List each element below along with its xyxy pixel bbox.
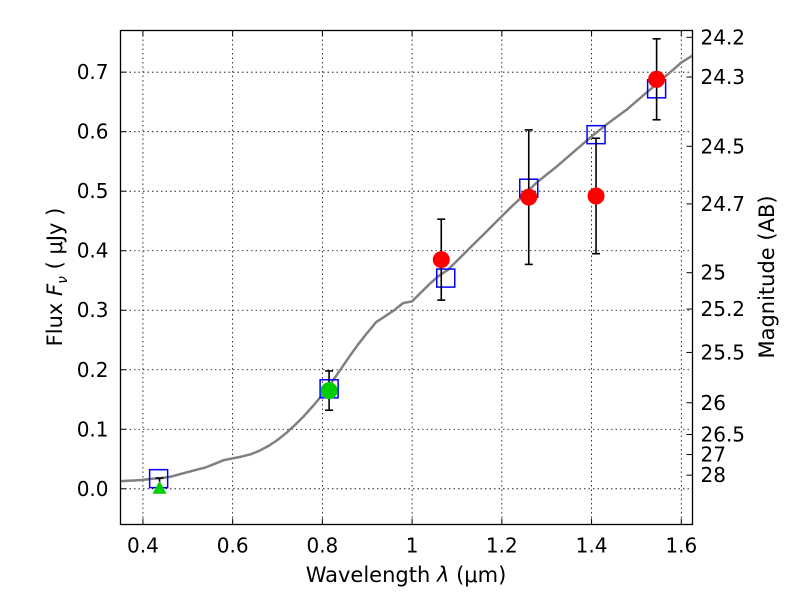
mag-tick-label: 24.7 <box>701 192 746 216</box>
y-tick-label: 0.0 <box>77 477 109 501</box>
x-tick-label: 1.6 <box>665 534 697 558</box>
mag-tick-label: 25.2 <box>701 297 746 321</box>
model-flux-square <box>436 268 456 288</box>
x-tick-label: 0.8 <box>306 534 338 558</box>
spectrum-line <box>120 54 694 483</box>
x-tick-label: 1 <box>406 534 419 558</box>
observed-flux-point <box>432 251 450 269</box>
x-tick-label: 1.4 <box>576 534 608 558</box>
y-tick-label: 0.6 <box>77 120 109 144</box>
mag-tick-label: 26.5 <box>701 423 746 447</box>
y-tick-label: 0.3 <box>77 298 109 322</box>
y-tick-label: 0.7 <box>77 60 109 84</box>
observed-flux-point <box>320 382 338 400</box>
y-tick-label: 0.5 <box>77 179 109 203</box>
y-tick-label: 0.2 <box>77 358 109 382</box>
y2-axis-label: Magnitude (AB) <box>755 195 779 358</box>
y-axis-label: Flux Fν ( μJy ) <box>43 208 71 347</box>
upper-limit-triangle <box>152 480 167 494</box>
mag-tick-label: 26 <box>701 391 726 415</box>
y-tick-label: 0.4 <box>77 239 109 263</box>
y-tick-label: 0.1 <box>77 417 109 441</box>
x-tick-label: 0.4 <box>127 534 159 558</box>
observed-flux-point <box>648 70 666 88</box>
axis-ticks: 0.4 0.6 0.8 1 1.2 1.4 1.6 0.0 0.1 0.2 0.3 0.4 0.5 0.6… <box>77 25 745 557</box>
observed-flux-point <box>587 187 605 205</box>
grid <box>120 30 693 525</box>
mag-tick-label: 25.5 <box>701 340 746 364</box>
mag-tick-label: 28 <box>701 463 726 487</box>
x-axis-label: Wavelength λ (μm) <box>306 563 507 587</box>
plot-frame <box>119 29 694 526</box>
mag-tick-label: 27 <box>701 443 726 467</box>
mag-tick-label: 24.3 <box>701 65 746 89</box>
x-tick-label: 1.2 <box>486 534 518 558</box>
plot-area <box>120 38 694 494</box>
mag-tick-label: 24.5 <box>701 134 746 158</box>
mag-tick-label: 24.2 <box>701 25 746 49</box>
x-tick-label: 0.6 <box>217 534 249 558</box>
mag-tick-label: 25 <box>701 261 726 285</box>
observed-flux-point <box>520 188 538 206</box>
